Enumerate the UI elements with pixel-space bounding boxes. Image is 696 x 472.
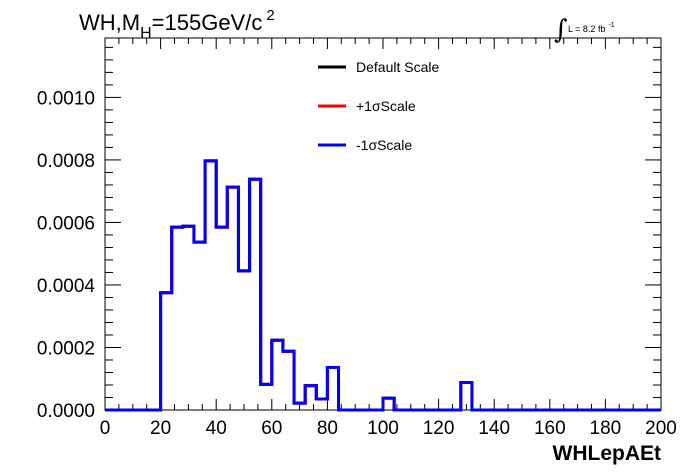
y-axis: 0.0000 0.0002 0.0004 0.0006 0.0008 0.0010 — [37, 46, 661, 422]
series-line-2 — [105, 159, 661, 412]
x-axis: 0 20 40 60 80 100 120 140 160 180 200 — [100, 38, 677, 439]
integral-sign: ∫ — [554, 15, 568, 45]
title-prefix: WH,M — [79, 10, 140, 35]
title-superscript: 2 — [266, 7, 274, 24]
y-tick-label: 0.0010 — [37, 88, 95, 109]
x-tick-label: 160 — [534, 418, 566, 439]
y-tick-label: 0.0000 — [37, 401, 95, 422]
svg-text:L = 8.2 fb-1: L = 8.2 fb -1 — [568, 22, 615, 34]
title-middle: =155GeV/c — [152, 10, 263, 35]
x-tick-label: 180 — [590, 418, 622, 439]
legend-label: Default Scale — [356, 59, 439, 75]
y-tick-label: 0.0008 — [37, 151, 95, 172]
x-tick-label: 40 — [206, 418, 227, 439]
x-tick-label: 140 — [478, 418, 510, 439]
series-line-1 — [105, 159, 661, 412]
histogram-series — [105, 159, 661, 412]
x-axis-label: WHLepAEt — [553, 442, 662, 465]
x-tick-label: 20 — [150, 418, 171, 439]
plot-title: WH,MH=155GeV/c 2 — [79, 7, 275, 42]
series-line-3 — [105, 159, 661, 412]
x-tick-label: 60 — [261, 418, 282, 439]
title-subscript: H — [140, 25, 152, 42]
y-tick-label: 0.0006 — [37, 213, 95, 234]
legend-label: +1σScale — [356, 98, 416, 114]
lumi-superscript: -1 — [608, 22, 614, 29]
legend-label: -1σScale — [356, 137, 412, 153]
lumi-text: L = 8.2 fb — [568, 24, 605, 34]
x-tick-label: 100 — [367, 418, 399, 439]
y-tick-label: 0.0004 — [37, 276, 96, 297]
x-tick-label: 120 — [423, 418, 455, 439]
x-tick-label: 0 — [100, 418, 111, 439]
plot-frame — [104, 37, 662, 411]
x-tick-label: 80 — [317, 418, 338, 439]
x-tick-label: 200 — [645, 418, 677, 439]
svg-text:WH,MH=155GeV/c2: WH,MH=155GeV/c 2 — [79, 7, 275, 42]
y-tick-label: 0.0002 — [37, 338, 95, 359]
legend: Default Scale +1σScale -1σScale — [318, 59, 439, 153]
